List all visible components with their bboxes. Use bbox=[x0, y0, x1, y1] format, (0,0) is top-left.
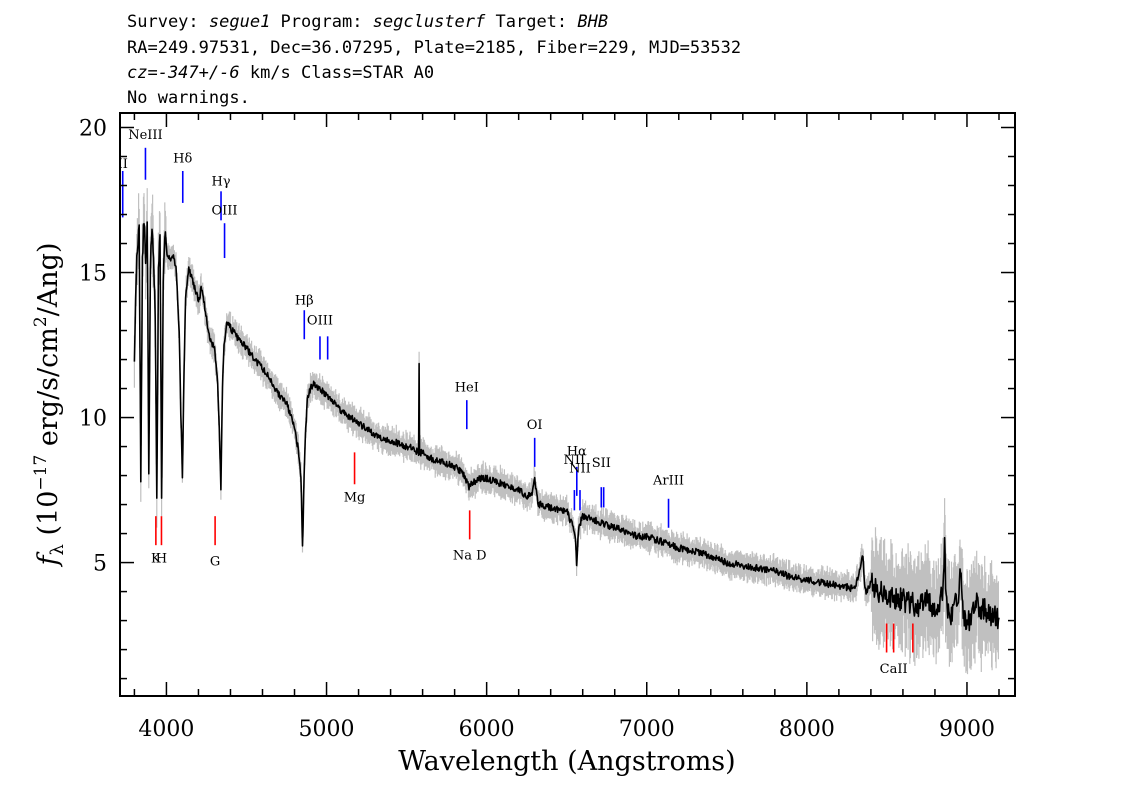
header-text-segment: cz=-347+/-6 bbox=[127, 63, 240, 83]
axis-ticks: 4000 5000 6000 7000 8000 9000 5 10 15 20 bbox=[79, 113, 1015, 742]
y-axis-title-segment: /Ang) bbox=[33, 243, 64, 317]
spectral-line-label: K bbox=[151, 552, 161, 567]
spectral-line-label: Mg bbox=[344, 491, 366, 506]
flux-series bbox=[133, 221, 1000, 632]
spectrum-header: Survey: segue1 Program: segclusterf Targ… bbox=[127, 12, 741, 108]
spectral-line-label: Hβ bbox=[295, 293, 314, 308]
x-tick-label: 5000 bbox=[299, 717, 355, 742]
spectral-line-label: NeIII bbox=[128, 128, 162, 143]
header-coordinates-line: RA=249.97531, Dec=36.07295, Plate=2185, … bbox=[127, 38, 741, 58]
flux-noise-band bbox=[133, 188, 999, 675]
y-axis-title-segment: erg/s/cm bbox=[33, 327, 64, 455]
spectral-line-label: II bbox=[118, 157, 128, 172]
x-tick-label: 6000 bbox=[459, 717, 515, 742]
x-tick-label: 4000 bbox=[138, 717, 194, 742]
y-tick-label: 10 bbox=[79, 407, 107, 432]
spectral-line-label: Hδ bbox=[173, 151, 192, 166]
y-axis-title-segment: (10 bbox=[33, 491, 64, 544]
spectral-line-label: NII bbox=[564, 453, 586, 468]
spectral-line-label: OI bbox=[527, 418, 543, 433]
spectral-line-label: Hα bbox=[567, 444, 587, 459]
header-text-segment: Program: bbox=[270, 12, 372, 32]
header-text-segment: km/s Class=STAR A0 bbox=[240, 63, 434, 83]
y-tick-label: 20 bbox=[79, 117, 107, 142]
y-axis-title-segment: −17 bbox=[31, 455, 51, 491]
spectral-line-label: Hγ bbox=[211, 175, 230, 190]
header-text-segment: BHB bbox=[577, 12, 608, 32]
header-text-segment: Target: bbox=[485, 12, 577, 32]
header-redshift-class-line: cz=-347+/-6 km/s Class=STAR A0 bbox=[127, 63, 434, 83]
flux-line bbox=[133, 221, 1000, 632]
spectral-line-label: SII bbox=[592, 456, 611, 471]
header-warnings-line: No warnings. bbox=[127, 88, 250, 108]
spectral-line-label: Na D bbox=[453, 549, 487, 564]
spectral-line-label: H bbox=[156, 552, 167, 567]
x-tick-label: 7000 bbox=[619, 717, 675, 742]
noise-band bbox=[133, 188, 999, 675]
spectral-line-label: CaII bbox=[880, 662, 908, 677]
spectral-line-label: G bbox=[210, 554, 220, 569]
header-survey-line: Survey: segue1 Program: segclusterf Targ… bbox=[127, 12, 608, 32]
x-axis-title: Wavelength (Angstroms) bbox=[398, 746, 735, 777]
x-tick-label: 8000 bbox=[779, 717, 835, 742]
spectral-line-label: ArIII bbox=[652, 473, 684, 488]
header-text-segment: segue1 bbox=[209, 12, 270, 32]
y-tick-label: 15 bbox=[79, 262, 107, 287]
spectral-line-label: NII bbox=[569, 462, 591, 477]
y-tick-label: 5 bbox=[93, 552, 107, 577]
plot-frame bbox=[119, 112, 1016, 697]
x-tick-label: 9000 bbox=[939, 717, 995, 742]
y-axis-title: fλ (10−17 erg/s/cm2/Ang) bbox=[31, 243, 68, 568]
header-text-segment: segclusterf bbox=[373, 12, 486, 32]
y-axis-title-segment: λ bbox=[47, 544, 68, 555]
spectral-line-label: OIII bbox=[307, 314, 333, 329]
header-text-segment: Survey: bbox=[127, 12, 209, 32]
y-axis-title-segment: 2 bbox=[31, 316, 51, 327]
spectral-line-label: OIII bbox=[212, 204, 238, 219]
spectral-line-label: HeI bbox=[455, 380, 479, 395]
